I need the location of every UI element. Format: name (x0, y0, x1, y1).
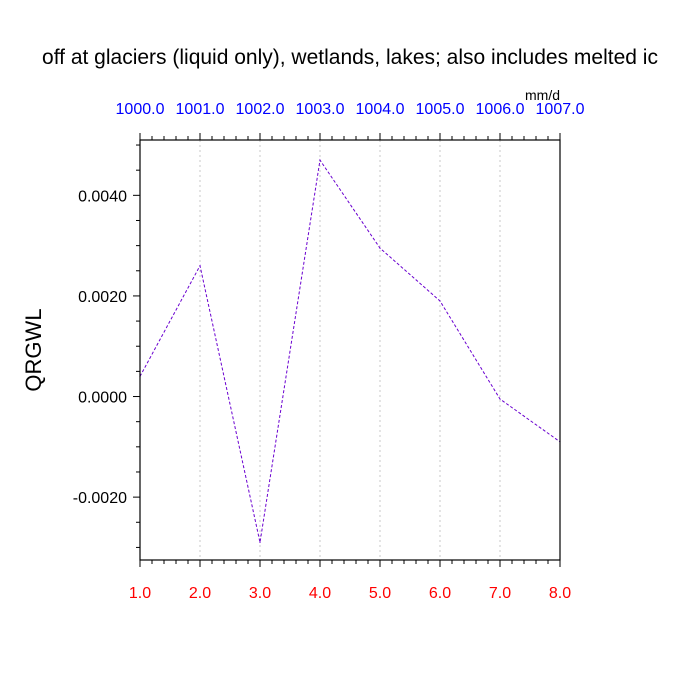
x-top-tick-label: 1001.0 (176, 101, 225, 118)
x-tick-label: 8.0 (549, 585, 571, 602)
x-top-tick-label: 1005.0 (416, 101, 465, 118)
plot-frame (139, 139, 561, 561)
data-point (199, 265, 201, 267)
y-tick-label: 0.0000 (78, 390, 127, 407)
y-tick-label: -0.0020 (73, 490, 127, 507)
data-point (259, 541, 261, 543)
x-top-tick-label: 1000.0 (116, 101, 165, 118)
x-tick-label: 3.0 (249, 585, 271, 602)
data-point (439, 300, 441, 302)
x-top-tick-label: 1006.0 (476, 101, 525, 118)
x-tick-label: 6.0 (429, 585, 451, 602)
x-top-tick-label: 1007.0 (536, 101, 585, 118)
x-tick-label: 4.0 (309, 585, 331, 602)
y-tick-label: 0.0040 (78, 188, 127, 205)
labels-layer: 1.0 2.0 3.0 4.0 5.0 6.0 7.0 8.0 1000.0 1001.0 1002… (73, 101, 585, 602)
data-point (499, 398, 501, 400)
grid-layer (199, 140, 501, 560)
x-tick-label: 5.0 (369, 585, 391, 602)
x-tick-label: 1.0 (129, 585, 151, 602)
data-point (379, 247, 381, 249)
series-line (139, 158, 561, 543)
y-tick-label: 0.0020 (78, 289, 127, 306)
x-tick-label: 2.0 (189, 585, 211, 602)
x-top-tick-label: 1003.0 (296, 101, 345, 118)
x-tick-label: 7.0 (489, 585, 511, 602)
y-axis-label: QRGWL (21, 308, 46, 391)
series-layer (139, 158, 561, 543)
axes-layer (133, 133, 561, 567)
x-top-tick-label: 1004.0 (356, 101, 405, 118)
x-top-tick-label: 1002.0 (236, 101, 285, 118)
chart-title: off at glaciers (liquid only), wetlands,… (42, 46, 658, 69)
units-label: mm/d (525, 87, 560, 103)
data-point (319, 159, 321, 161)
